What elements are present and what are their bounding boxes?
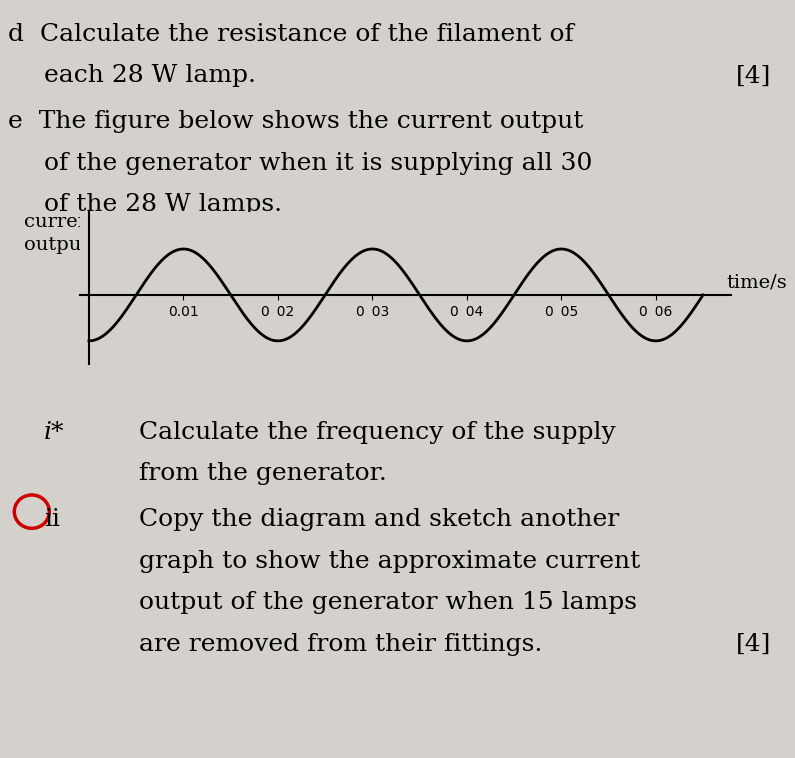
Text: Copy the diagram and sketch another: Copy the diagram and sketch another (139, 508, 619, 531)
Text: are removed from their fittings.: are removed from their fittings. (139, 633, 542, 656)
Text: d  Calculate the resistance of the filament of: d Calculate the resistance of the filame… (8, 23, 574, 45)
Text: ii: ii (44, 508, 60, 531)
Text: output of the generator when 15 lamps: output of the generator when 15 lamps (139, 591, 637, 614)
Text: i*: i* (44, 421, 64, 443)
Text: e  The figure below shows the current output: e The figure below shows the current out… (8, 110, 584, 133)
Text: output: output (24, 236, 89, 254)
Text: from the generator.: from the generator. (139, 462, 387, 485)
Text: time/s: time/s (727, 274, 787, 292)
Text: each 28 W lamp.: each 28 W lamp. (44, 64, 256, 87)
Text: of the 28 W lamps.: of the 28 W lamps. (44, 193, 282, 216)
Text: [4]: [4] (736, 633, 771, 656)
Text: current: current (24, 213, 98, 231)
Text: graph to show the approximate current: graph to show the approximate current (139, 550, 641, 572)
Text: Calculate the frequency of the supply: Calculate the frequency of the supply (139, 421, 616, 443)
Text: [4]: [4] (736, 64, 771, 87)
Text: of the generator when it is supplying all 30: of the generator when it is supplying al… (44, 152, 592, 174)
